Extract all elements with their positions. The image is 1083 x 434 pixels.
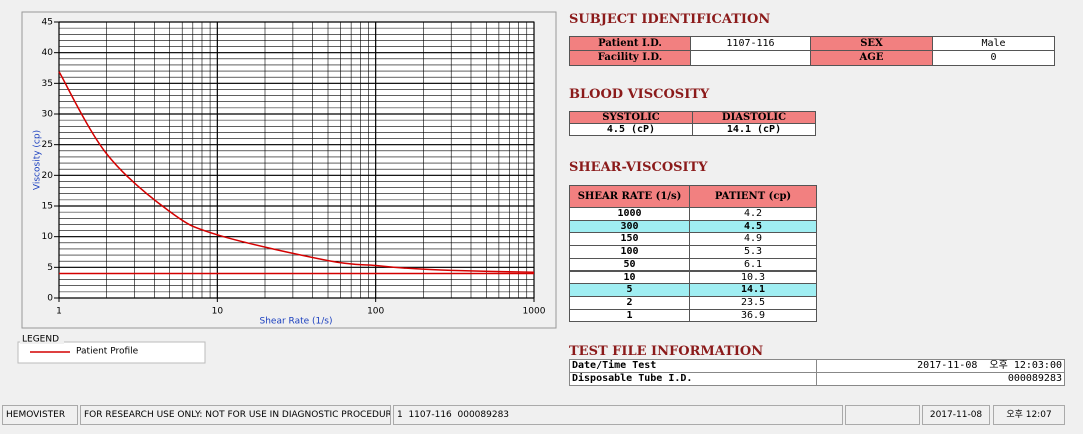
- table-cell: 50: [569, 257, 690, 272]
- legend-label: Patient Profile: [76, 347, 139, 357]
- table-cell: 10.3: [689, 270, 817, 285]
- status-cell: 오후 12:07: [993, 405, 1065, 425]
- field-value: 1107-116: [690, 36, 811, 51]
- field-label: Disposable Tube I.D.: [569, 372, 817, 386]
- column-header: PATIENT (cp): [689, 185, 817, 208]
- y-tick-label: 10: [42, 232, 54, 242]
- table-cell: 1: [569, 308, 690, 323]
- column-header: SHEAR RATE (1/s): [569, 185, 690, 208]
- chart: Shear Rate (1/s) Viscosity (cp) LEGEND 0…: [17, 11, 557, 364]
- x-tick-label: 100: [367, 307, 384, 317]
- table-cell: 23.5: [689, 295, 817, 310]
- plot-area: [58, 21, 535, 299]
- section-title: SUBJECT IDENTIFICATION: [569, 12, 771, 27]
- section-title: TEST FILE INFORMATION: [569, 344, 764, 359]
- x-axis-label: Shear Rate (1/s): [260, 317, 333, 327]
- y-tick-label: 25: [42, 140, 53, 150]
- field-label: AGE: [810, 50, 933, 66]
- x-tick-label: 10: [212, 307, 224, 317]
- y-tick-label: 30: [42, 110, 54, 120]
- field-label: Facility I.D.: [569, 50, 691, 66]
- y-tick-label: 15: [42, 202, 53, 212]
- status-cell: 2017-11-08: [922, 405, 990, 425]
- y-tick-label: 5: [47, 263, 53, 273]
- field-value: 0: [932, 50, 1055, 66]
- table-value: 14.1 (cP): [692, 123, 816, 136]
- field-value: 000089283: [816, 372, 1065, 386]
- y-tick-label: 0: [47, 294, 53, 304]
- table-value: 4.5 (cP): [569, 123, 693, 136]
- table-cell: 14.1: [689, 283, 817, 297]
- field-label: Date/Time Test: [569, 359, 817, 373]
- table-cell: 4.9: [689, 232, 817, 247]
- legend-box: [17, 341, 206, 364]
- status-cell: HEMOVISTER: [2, 405, 78, 425]
- status-cell: [845, 405, 920, 425]
- field-value: 2017-11-08 오후 12:03:00: [816, 359, 1065, 373]
- table-cell: 4.2: [689, 207, 817, 221]
- field-value: [690, 50, 811, 66]
- y-tick-label: 20: [42, 171, 54, 181]
- y-tick-label: 45: [42, 18, 53, 28]
- table-cell: 300: [569, 219, 690, 234]
- section-title: BLOOD VISCOSITY: [569, 87, 710, 102]
- y-tick-label: 35: [42, 79, 53, 89]
- field-value: Male: [932, 36, 1055, 51]
- status-cell: 1 1107-116 000089283: [393, 405, 843, 425]
- table-cell: 4.5: [689, 219, 817, 234]
- table-cell: 5.3: [689, 245, 817, 259]
- status-cell: FOR RESEARCH USE ONLY: NOT FOR USE IN DI…: [80, 405, 391, 425]
- table-cell: 10: [569, 270, 690, 285]
- table-cell: 1000: [569, 207, 690, 221]
- x-tick-label: 1: [56, 307, 62, 317]
- table-cell: 36.9: [689, 308, 817, 323]
- y-axis-label: Viscosity (cp): [33, 130, 43, 190]
- table-cell: 6.1: [689, 257, 817, 272]
- y-tick-label: 40: [42, 48, 54, 58]
- table-cell: 150: [569, 232, 690, 247]
- table-cell: 100: [569, 245, 690, 259]
- table-cell: 5: [569, 283, 690, 297]
- legend-title-bg: [20, 334, 64, 344]
- field-label: SEX: [810, 36, 933, 51]
- x-tick-label: 1000: [523, 307, 546, 317]
- series-line: [58, 71, 535, 273]
- legend-title: LEGEND: [22, 335, 59, 345]
- field-label: Patient I.D.: [569, 36, 691, 51]
- table-cell: 2: [569, 295, 690, 310]
- section-title: SHEAR-VISCOSITY: [569, 160, 708, 175]
